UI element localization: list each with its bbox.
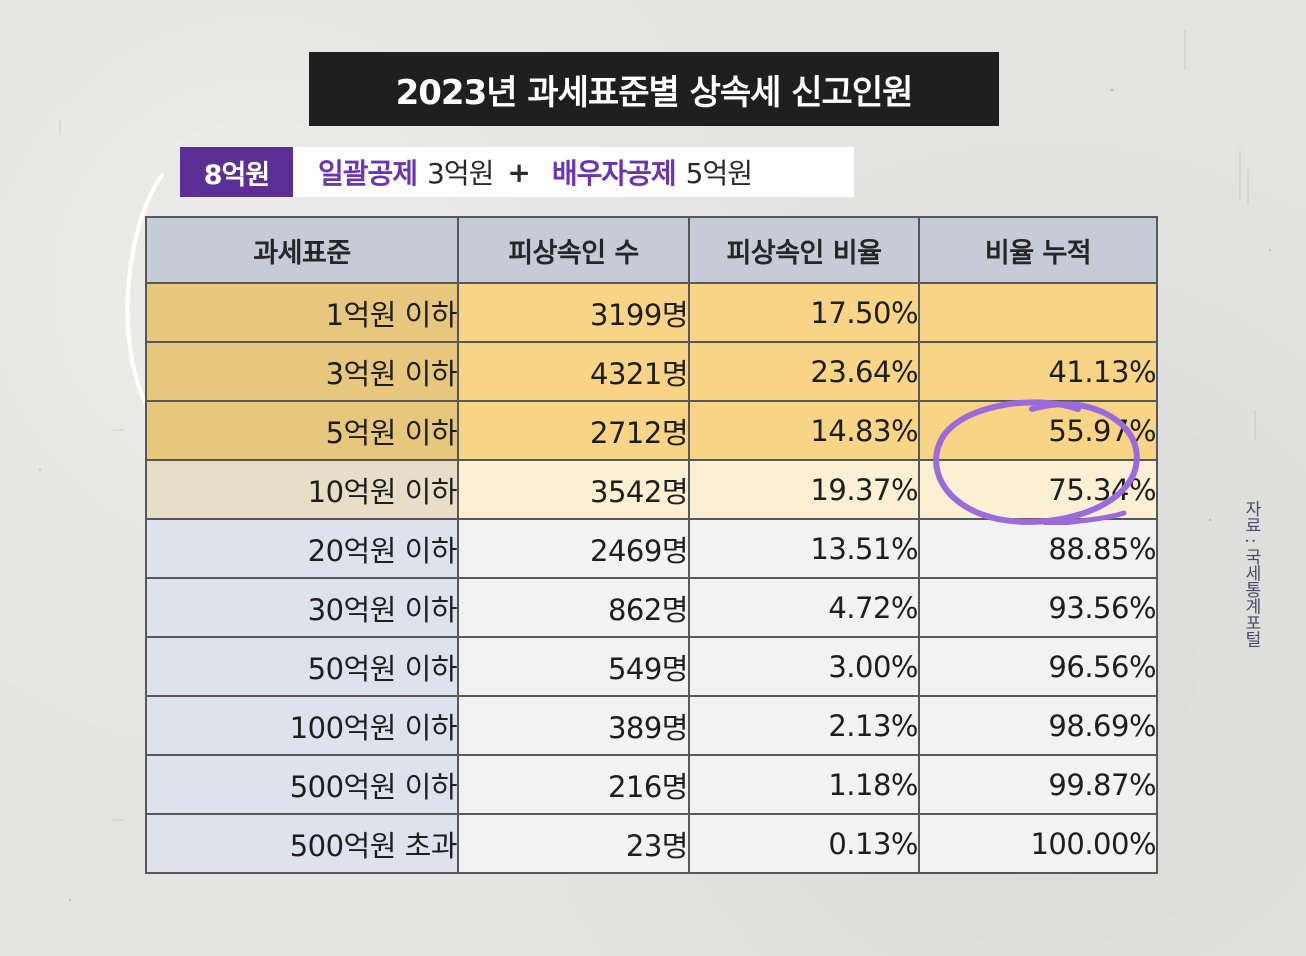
- cell-count: 3542명: [457, 459, 690, 520]
- table-row: 10억원 이하 3542명 19.37% 75.34%: [145, 459, 1158, 520]
- cell-bracket: 30억원 이하: [145, 577, 459, 638]
- deduction2-label: 배우자공제: [551, 157, 677, 190]
- cell-cumulative: 93.56%: [918, 577, 1158, 638]
- cell-cumulative: 98.69%: [918, 695, 1158, 756]
- table-row: 20억원 이하 2469명 13.51% 88.85%: [145, 518, 1158, 579]
- cell-bracket: 500억원 이하: [145, 754, 459, 815]
- cell-count: 389명: [457, 695, 690, 756]
- deduction2-value: 5억원: [685, 157, 753, 190]
- cell-bracket: 3억원 이하: [145, 341, 459, 402]
- cell-bracket: 20억원 이하: [145, 518, 459, 579]
- cell-ratio: 1.18%: [688, 754, 920, 815]
- cell-ratio: 23.64%: [688, 341, 920, 402]
- cell-bracket: 10억원 이하: [145, 459, 459, 520]
- table-row: 1억원 이하 3199명 17.50%: [145, 282, 1158, 343]
- cell-count: 549명: [457, 636, 690, 697]
- deduction1-label: 일괄공제: [318, 157, 418, 190]
- data-table: 과세표준 피상속인 수 피상속인 비율 비율 누적 1억원 이하 3199명 1…: [145, 216, 1158, 874]
- table-header-row: 과세표준 피상속인 수 피상속인 비율 비율 누적: [145, 216, 1158, 284]
- table-row: 5억원 이하 2712명 14.83% 55.97%: [145, 400, 1158, 461]
- source-note: 자료 : 국세통계포털: [1241, 500, 1261, 648]
- cell-cumulative: 100.00%: [918, 813, 1158, 874]
- table-row: 50억원 이하 549명 3.00% 96.56%: [145, 636, 1158, 697]
- subtitle-text: 일괄공제 3억원 + 배우자공제 5억원: [318, 147, 753, 197]
- cell-cumulative: 96.56%: [918, 636, 1158, 697]
- cell-bracket: 5억원 이하: [145, 400, 459, 461]
- table-row: 3억원 이하 4321명 23.64% 41.13%: [145, 341, 1158, 402]
- cell-ratio: 14.83%: [688, 400, 920, 461]
- table-row: 500억원 초과 23명 0.13% 100.00%: [145, 813, 1158, 874]
- table-row: 30억원 이하 862명 4.72% 93.56%: [145, 577, 1158, 638]
- cell-count: 2469명: [457, 518, 690, 579]
- cell-count: 216명: [457, 754, 690, 815]
- cell-ratio: 0.13%: [688, 813, 920, 874]
- cell-cumulative: 88.85%: [918, 518, 1158, 579]
- header-ratio: 피상속인 비율: [688, 216, 920, 284]
- cell-bracket: 100억원 이하: [145, 695, 459, 756]
- deduction1-value: 3억원: [427, 157, 494, 190]
- cell-ratio: 3.00%: [688, 636, 920, 697]
- table-row: 500억원 이하 216명 1.18% 99.87%: [145, 754, 1158, 815]
- table-row: 100억원 이하 389명 2.13% 98.69%: [145, 695, 1158, 756]
- cell-ratio: 13.51%: [688, 518, 920, 579]
- cell-ratio: 17.50%: [688, 282, 920, 343]
- header-cumulative: 비율 누적: [918, 216, 1158, 284]
- cell-cumulative: 99.87%: [918, 754, 1158, 815]
- cell-cumulative: [918, 282, 1158, 343]
- header-count: 피상속인 수: [457, 216, 690, 284]
- cell-cumulative: 41.13%: [918, 341, 1158, 402]
- cell-ratio: 19.37%: [688, 459, 920, 520]
- cell-ratio: 4.72%: [688, 577, 920, 638]
- cell-cumulative: 55.97%: [918, 400, 1158, 461]
- subtitle-badge: 8억원: [180, 147, 293, 197]
- cell-bracket: 500억원 초과: [145, 813, 459, 874]
- cell-count: 862명: [457, 577, 690, 638]
- cell-ratio: 2.13%: [688, 695, 920, 756]
- cell-count: 3199명: [457, 282, 690, 343]
- cell-bracket: 1억원 이하: [145, 282, 459, 343]
- cell-cumulative: 75.34%: [918, 459, 1158, 520]
- chart-title: 2023년 과세표준별 상속세 신고인원: [309, 52, 999, 126]
- cell-count: 4321명: [457, 341, 690, 402]
- plus-sign: +: [507, 155, 530, 189]
- cell-count: 2712명: [457, 400, 690, 461]
- cell-count: 23명: [457, 813, 690, 874]
- cell-bracket: 50억원 이하: [145, 636, 459, 697]
- header-bracket: 과세표준: [145, 216, 459, 284]
